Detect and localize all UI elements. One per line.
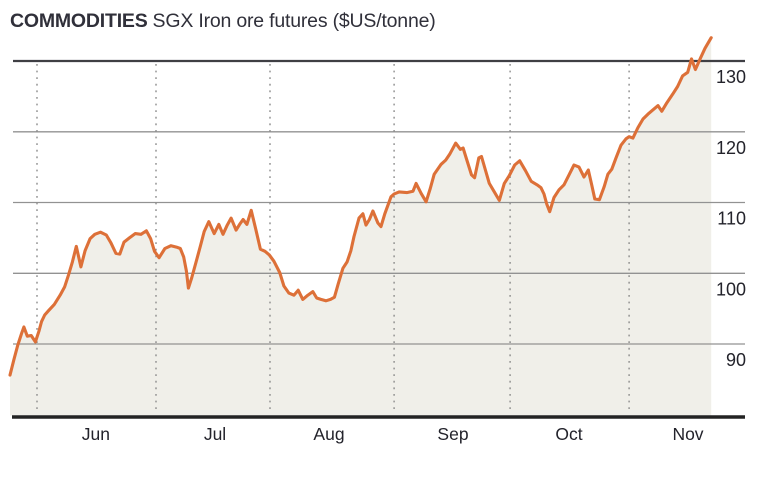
y-tick-label-110: 110 [717, 209, 746, 229]
price-area-fill [10, 37, 712, 416]
month-label-jul: Jul [204, 424, 226, 444]
month-label-aug: Aug [313, 424, 344, 444]
price-line [8, 36, 713, 377]
chart-kicker: COMMODITIES [10, 10, 148, 32]
chart-header: COMMODITIES SGX Iron ore futures ($US/ton… [10, 10, 770, 33]
y-tick-label-90: 90 [726, 350, 746, 370]
y-tick-label-120: 120 [716, 138, 746, 158]
month-label-nov: Nov [672, 424, 703, 444]
chart-title: SGX Iron ore futures ($US/tonne) [152, 10, 436, 32]
y-tick-label-130: 130 [716, 67, 746, 87]
month-label-sep: Sep [437, 424, 468, 444]
y-tick-label-100: 100 [716, 279, 746, 299]
month-label-oct: Oct [555, 424, 582, 444]
month-label-jun: Jun [82, 424, 110, 444]
